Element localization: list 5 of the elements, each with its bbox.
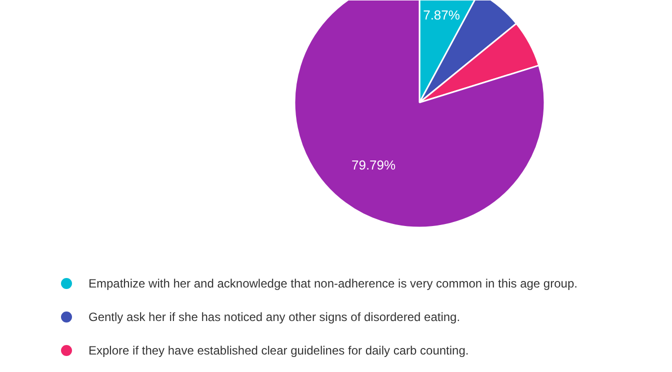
legend-label: Explore if they have established clear guidelines for daily carb counting. bbox=[88, 344, 469, 358]
legend-label: Gently ask her if she has noticed any other signs of disordered eating. bbox=[88, 310, 460, 324]
data-label: 79.79% bbox=[351, 157, 396, 172]
legend-label: Empathize with her and acknowledge that non-adherence is very common in this age group. bbox=[88, 276, 578, 290]
data-label: 7.87% bbox=[423, 8, 460, 23]
